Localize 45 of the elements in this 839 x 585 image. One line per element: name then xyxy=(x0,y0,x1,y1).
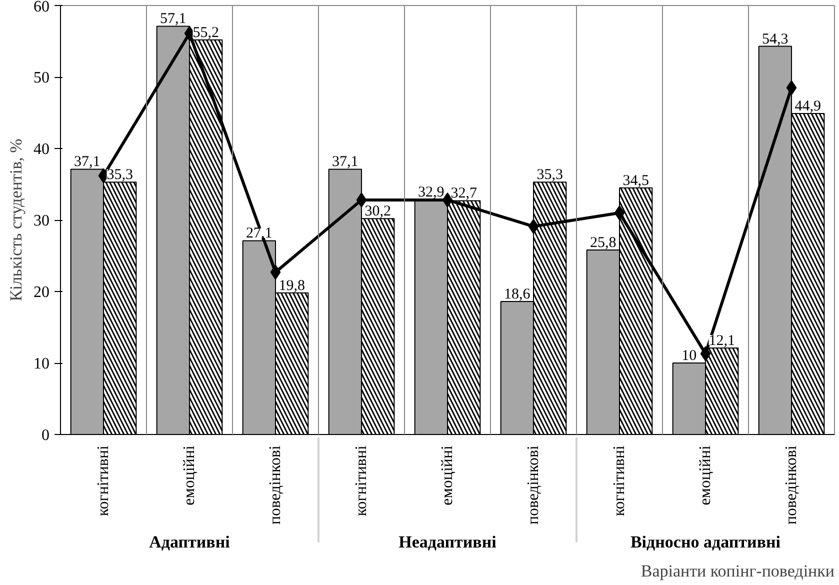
data-label: 44,9 xyxy=(794,98,821,114)
x-tick-label: когнітивні xyxy=(353,444,370,516)
data-label: 30,2 xyxy=(364,204,391,220)
text: Адаптивні xyxy=(149,532,230,552)
data-label: 54,3 xyxy=(762,31,788,48)
point xyxy=(356,192,367,208)
data-label: 32,9 xyxy=(418,184,444,200)
data-label: 35,3 xyxy=(106,167,133,184)
x-tick-label: поведінкові xyxy=(525,444,542,525)
data-label: 12,1 xyxy=(708,332,735,349)
x-tick-label: поведінкові xyxy=(783,444,800,525)
data-label: 10 xyxy=(682,348,697,364)
point xyxy=(614,205,625,220)
text: Відносно адаптивні xyxy=(630,532,781,552)
x-tick-label: поведінкові xyxy=(267,444,284,525)
text: Неадаптивні xyxy=(398,532,497,552)
data-label: 27,1 xyxy=(246,226,272,242)
data-label: 32,7 xyxy=(450,186,478,202)
y-tick-label: 10 xyxy=(34,356,50,372)
x-tick-label: когнітивні xyxy=(611,444,628,516)
x-tick-label: когнітивні xyxy=(95,444,112,516)
x-tick-label: емоційні xyxy=(181,444,198,506)
data-label: 37,1 xyxy=(74,154,100,170)
x-axis-title: Варіанти копінг-поведінки xyxy=(640,562,835,580)
point xyxy=(270,264,281,280)
point xyxy=(786,80,797,96)
data-label: 19,8 xyxy=(278,278,305,294)
y-tick-label: 0 xyxy=(42,427,50,444)
data-label: 34,5 xyxy=(622,172,649,189)
x-tick-label: емоційні xyxy=(697,444,714,506)
y-tick-label: 20 xyxy=(34,284,50,301)
y-tick-label: 30 xyxy=(34,212,50,230)
data-label: 37,1 xyxy=(332,154,358,170)
data-label: 55,2 xyxy=(192,24,219,41)
y-tick-label: 60 xyxy=(34,0,50,16)
data-label: 35,3 xyxy=(536,167,563,184)
y-tick-label: 40 xyxy=(34,141,50,158)
y-tick-label: 50 xyxy=(34,70,50,86)
x-tick-label: емоційні xyxy=(439,444,456,506)
point xyxy=(528,218,539,234)
data-label: 25,8 xyxy=(590,235,616,252)
point xyxy=(700,346,711,362)
data-label: 57,1 xyxy=(160,11,186,28)
y-axis-title: Кількість студентів, % xyxy=(6,138,26,302)
data-label: 18,6 xyxy=(504,286,531,303)
